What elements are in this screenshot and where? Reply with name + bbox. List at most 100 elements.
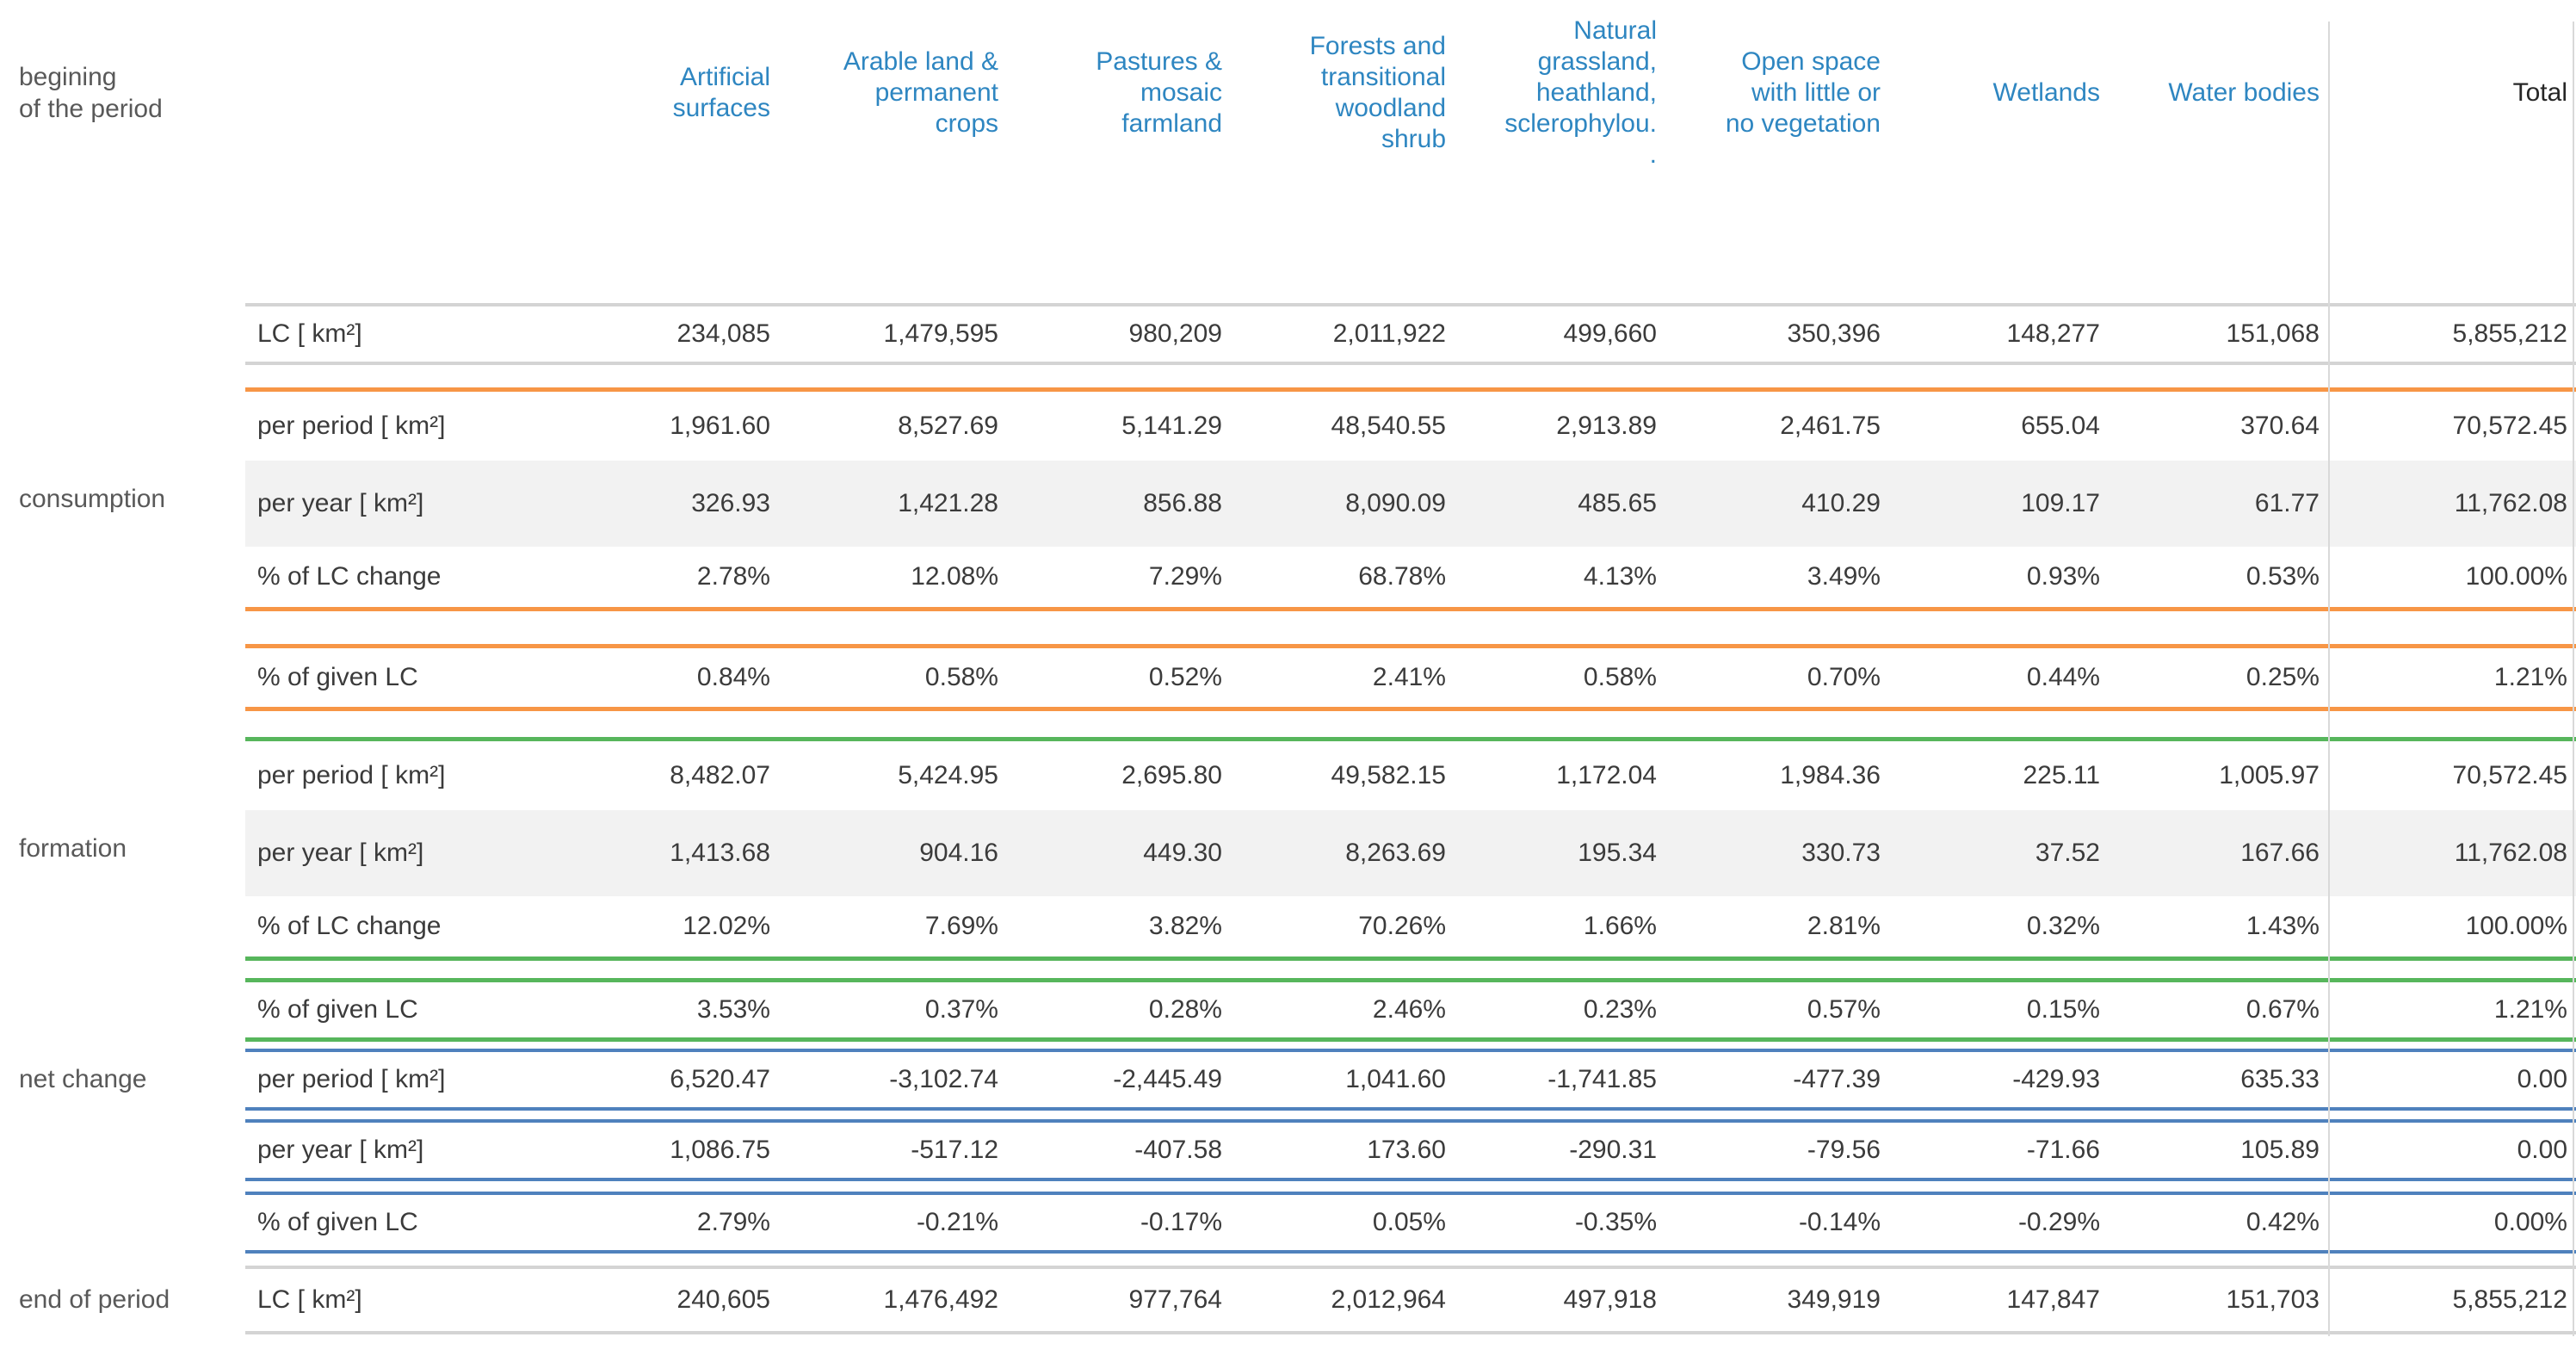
value-cell: 2,913.89 (1556, 412, 1657, 440)
value-cell: 151,068 (2226, 319, 2320, 348)
value-cell: 1,961.60 (670, 412, 770, 440)
value-cell: 0.52% (1148, 663, 1222, 691)
value-cell: 8,482.07 (670, 761, 770, 789)
table-row: % of given LC 0.84% 0.58% 0.52% 2.41% 0.58% 0.… (245, 648, 2576, 707)
row-label: % of LC change (257, 912, 442, 940)
table-row: % of given LC 3.53% 0.37% 0.28% 2.46% 0.23% 0.… (245, 982, 2576, 1037)
value-cell: 12.02% (683, 912, 770, 940)
value-cell: 5,141.29 (1121, 412, 1222, 440)
value-cell: 147,847 (2006, 1285, 2100, 1314)
total-cell: 0.00 (2517, 1136, 2567, 1164)
value-cell: 1,005.97 (2219, 761, 2320, 789)
value-cell: 485.65 (1578, 489, 1657, 517)
table-row: per period [ km²] 8,482.07 5,424.95 2,695.8… (245, 741, 2576, 810)
band-rows: % of given LC 2.79% -0.21% -0.17% 0.05% -0.35… (245, 1192, 2576, 1254)
value-cell: 173.60 (1367, 1136, 1446, 1164)
value-cell: 7.29% (1148, 562, 1222, 591)
column-header-8: Water bodies (2168, 77, 2320, 107)
band-rows: LC [ km²] 240,605 1,476,492 977,764 2,012,96… (245, 1266, 2576, 1334)
column-headers: Artificial surfaces Arable land & permane… (245, 0, 2576, 185)
value-cell: 0.23% (1583, 995, 1657, 1024)
band-rows: per period [ km²] 1,961.60 8,527.69 5,141.2… (245, 387, 2576, 611)
band-net-change: net change per period [ km²] 6,520.47 -3,10… (0, 1049, 2576, 1111)
value-cell: -0.35% (1574, 1208, 1657, 1236)
row-label: per period [ km²] (257, 761, 446, 789)
total-cell: 11,762.08 (2454, 489, 2567, 517)
value-cell: 68.78% (1358, 562, 1446, 591)
value-cell: 2.46% (1372, 995, 1446, 1024)
row-label: LC [ km²] (257, 1285, 362, 1314)
value-cell: 1,413.68 (670, 839, 770, 867)
value-cell: 6,520.47 (670, 1065, 770, 1093)
value-cell: 904.16 (919, 839, 998, 867)
value-cell: 497,918 (1563, 1285, 1657, 1314)
band-row-0: LC [ km²] 234,085 1,479,595 980,209 2,011,92… (0, 303, 2576, 365)
total-cell: 100.00% (2465, 912, 2567, 940)
section-label (0, 978, 245, 1042)
value-cell: 326.93 (691, 489, 770, 517)
section-label: net change (19, 1065, 147, 1093)
row-label: per period [ km²] (257, 1065, 446, 1093)
value-cell: 0.93% (2026, 562, 2100, 591)
section-label (0, 1119, 245, 1181)
value-cell: 1,479,595 (883, 319, 998, 348)
band-end-of-period: end of period LC [ km²] 240,605 1,476,492 97… (0, 1266, 2576, 1334)
value-cell: 234,085 (676, 319, 770, 348)
value-cell: 0.28% (1148, 995, 1222, 1024)
section-label (0, 644, 245, 711)
value-cell: -2,445.49 (1113, 1065, 1222, 1093)
value-cell: 0.58% (1583, 663, 1657, 691)
value-cell: 1,041.60 (1345, 1065, 1446, 1093)
value-cell: -79.56 (1807, 1136, 1881, 1164)
value-cell: 349,919 (1787, 1285, 1881, 1314)
value-cell: 0.44% (2026, 663, 2100, 691)
band-rows: LC [ km²] 234,085 1,479,595 980,209 2,011,92… (245, 303, 2576, 365)
value-cell: 0.53% (2246, 562, 2320, 591)
value-cell: 499,660 (1563, 319, 1657, 348)
value-cell: 225.11 (2023, 761, 2100, 789)
value-cell: 2.78% (696, 562, 770, 591)
value-cell: 1,984.36 (1780, 761, 1881, 789)
table-row: per year [ km²] 326.93 1,421.28 856.88 8,090… (245, 461, 2576, 547)
value-cell: 2.81% (1807, 912, 1881, 940)
value-cell: 0.15% (2026, 995, 2100, 1024)
column-header-4: Forests and transitional woodland shrub (1309, 31, 1446, 153)
band-row-4: % of given LC 3.53% 0.37% 0.28% 2.46% 0.23% 0.… (0, 978, 2576, 1042)
value-cell: 1.66% (1583, 912, 1657, 940)
value-cell: 12.08% (911, 562, 998, 591)
table-row: % of LC change 2.78% 12.08% 7.29% 68.78% 4.13… (245, 547, 2576, 607)
table-right-border (2573, 22, 2574, 1336)
value-cell: 0.58% (924, 663, 998, 691)
value-cell: -0.17% (1140, 1208, 1222, 1236)
row-label: % of given LC (257, 663, 418, 691)
value-cell: 2,012,964 (1331, 1285, 1446, 1314)
value-cell: -0.14% (1798, 1208, 1881, 1236)
row-label: per year [ km²] (257, 489, 424, 517)
table-row: per year [ km²] 1,413.68 904.16 449.30 8,263… (245, 810, 2576, 896)
section-label: formation (19, 834, 127, 863)
band-consumption: consumption per period [ km²] 1,961.60 8,52… (0, 387, 2576, 611)
value-cell: -517.12 (911, 1136, 998, 1164)
value-cell: 3.53% (696, 995, 770, 1024)
band-rows: per period [ km²] 8,482.07 5,424.95 2,695.8… (245, 737, 2576, 961)
value-cell: 151,703 (2226, 1285, 2320, 1314)
total-cell: 1.21% (2493, 663, 2567, 691)
value-cell: 0.84% (696, 663, 770, 691)
table-body: LC [ km²] 234,085 1,479,595 980,209 2,011,92… (0, 303, 2576, 1334)
value-cell: 61.77 (2254, 489, 2320, 517)
column-header-7: Wetlands (1992, 77, 2100, 107)
value-cell: 2,695.80 (1121, 761, 1222, 789)
value-cell: 410.29 (1801, 489, 1881, 517)
row-label: % of LC change (257, 562, 442, 591)
section-label (0, 1192, 245, 1254)
value-cell: 2,461.75 (1780, 412, 1881, 440)
table-row: LC [ km²] 234,085 1,479,595 980,209 2,011,92… (245, 306, 2576, 362)
row-label: LC [ km²] (257, 319, 362, 348)
value-cell: -290.31 (1569, 1136, 1657, 1164)
value-cell: 195.34 (1578, 839, 1657, 867)
value-cell: 980,209 (1128, 319, 1222, 348)
section-label: end of period (19, 1285, 170, 1314)
value-cell: 2.41% (1372, 663, 1446, 691)
value-cell: 148,277 (2006, 319, 2100, 348)
value-cell: 3.82% (1148, 912, 1222, 940)
